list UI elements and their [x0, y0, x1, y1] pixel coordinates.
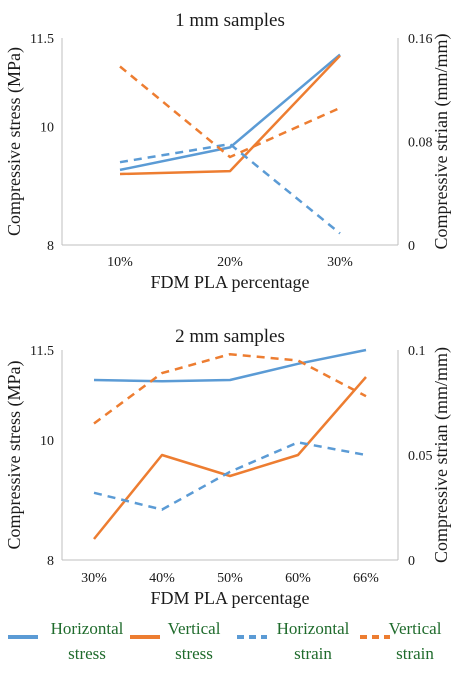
legend-horizontal-strain-label-line1: Horizontal [277, 619, 350, 638]
chart2-vertical-stress-line [93, 376, 367, 540]
chart2-x-tick-label: 40% [149, 571, 175, 586]
chart1-y2-tick-label: 0 [408, 239, 415, 254]
chart1-vertical-strain-line [119, 65, 341, 159]
chart2-x-tick-label: 66% [353, 571, 379, 586]
chart1-y2-tick-label: 0.16 [408, 32, 433, 47]
chart1-y-axis-label: Compressive stress (MPa) [4, 47, 25, 236]
legend-vertical-stress-label-line2: stress [175, 644, 213, 663]
chart1-y-tick-label: 10 [40, 121, 54, 136]
chart2-x-tick-label: 50% [217, 571, 243, 586]
chart1-x-tick-label: 20% [217, 255, 243, 270]
chart2-y2-axis-label: Compressive strian (mm/mm) [431, 347, 452, 563]
chart2-y-tick-label: 8 [47, 554, 54, 569]
chart2-y2-tick-label: 0 [408, 554, 415, 569]
chart2-y-tick-label: 10 [40, 434, 54, 449]
chart2-y2-tick-label: 0.1 [408, 344, 426, 359]
chart1-y2-tick-label: 0.08 [408, 136, 433, 151]
chart2-x-tick-label: 30% [81, 571, 107, 586]
chart2-y2-tick-label: 0.05 [408, 449, 433, 464]
legend-vertical-strain-label-line1: Vertical [389, 619, 442, 638]
chart2-x-axis-label: FDM PLA percentage [151, 588, 310, 608]
chart1-title: 1 mm samples [175, 10, 285, 31]
legend-horizontal-strain-label-line2: strain [294, 644, 332, 663]
chart1-vertical-stress-line [119, 54, 341, 176]
chart1-x-tick-label: 30% [327, 255, 353, 270]
chart2-title: 2 mm samples [175, 326, 285, 347]
legend-vertical-stress-label-line1: Vertical [168, 619, 221, 638]
chart1-y2-axis-label: Compressive strian (mm/mm) [431, 34, 452, 250]
chart1-horizontal-stress-line [119, 53, 341, 172]
chart1-x-axis-label: FDM PLA percentage [151, 272, 310, 292]
legend-horizontal-stress-label-line1: Horizontal [51, 619, 124, 638]
chart2-y-tick-label: 11.5 [30, 344, 54, 359]
chart1-y-tick-label: 8 [47, 239, 54, 254]
chart2-x-tick-label: 60% [285, 571, 311, 586]
chart2-vertical-strain-line [93, 352, 367, 425]
chart2-y-axis-label: Compressive stress (MPa) [4, 361, 25, 550]
chart1-y-tick-label: 11.5 [30, 32, 54, 47]
legend-horizontal-stress-label-line2: stress [68, 644, 106, 663]
chart1-x-tick-label: 10% [107, 255, 133, 270]
legend-vertical-strain-label-line2: strain [396, 644, 434, 663]
